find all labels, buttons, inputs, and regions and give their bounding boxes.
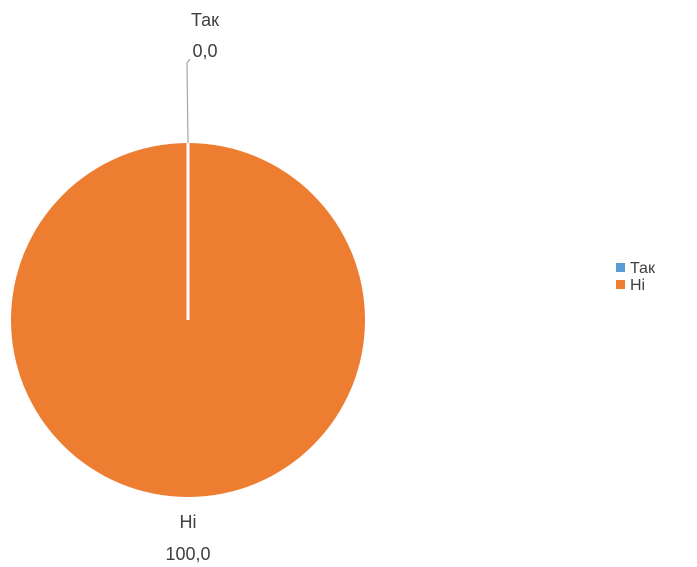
data-labels: Так 0,0 Ні 100,0 — [165, 10, 219, 564]
legend: Так Ні — [616, 260, 656, 294]
category-label-ni: Ні — [180, 512, 197, 532]
leader-line-tak — [186, 58, 191, 144]
category-label-tak: Так — [191, 10, 219, 30]
value-label-tak: 0,0 — [192, 41, 217, 61]
legend-swatch-ni — [616, 280, 625, 289]
leader-lines — [186, 58, 191, 144]
pie-slices — [11, 143, 365, 497]
legend-item-tak: Так — [616, 260, 656, 277]
legend-swatch-tak — [616, 263, 625, 272]
legend-label-ni: Ні — [630, 277, 645, 294]
value-label-ni: 100,0 — [165, 544, 210, 564]
legend-label-tak: Так — [630, 260, 656, 277]
legend-item-ni: Ні — [616, 277, 645, 294]
